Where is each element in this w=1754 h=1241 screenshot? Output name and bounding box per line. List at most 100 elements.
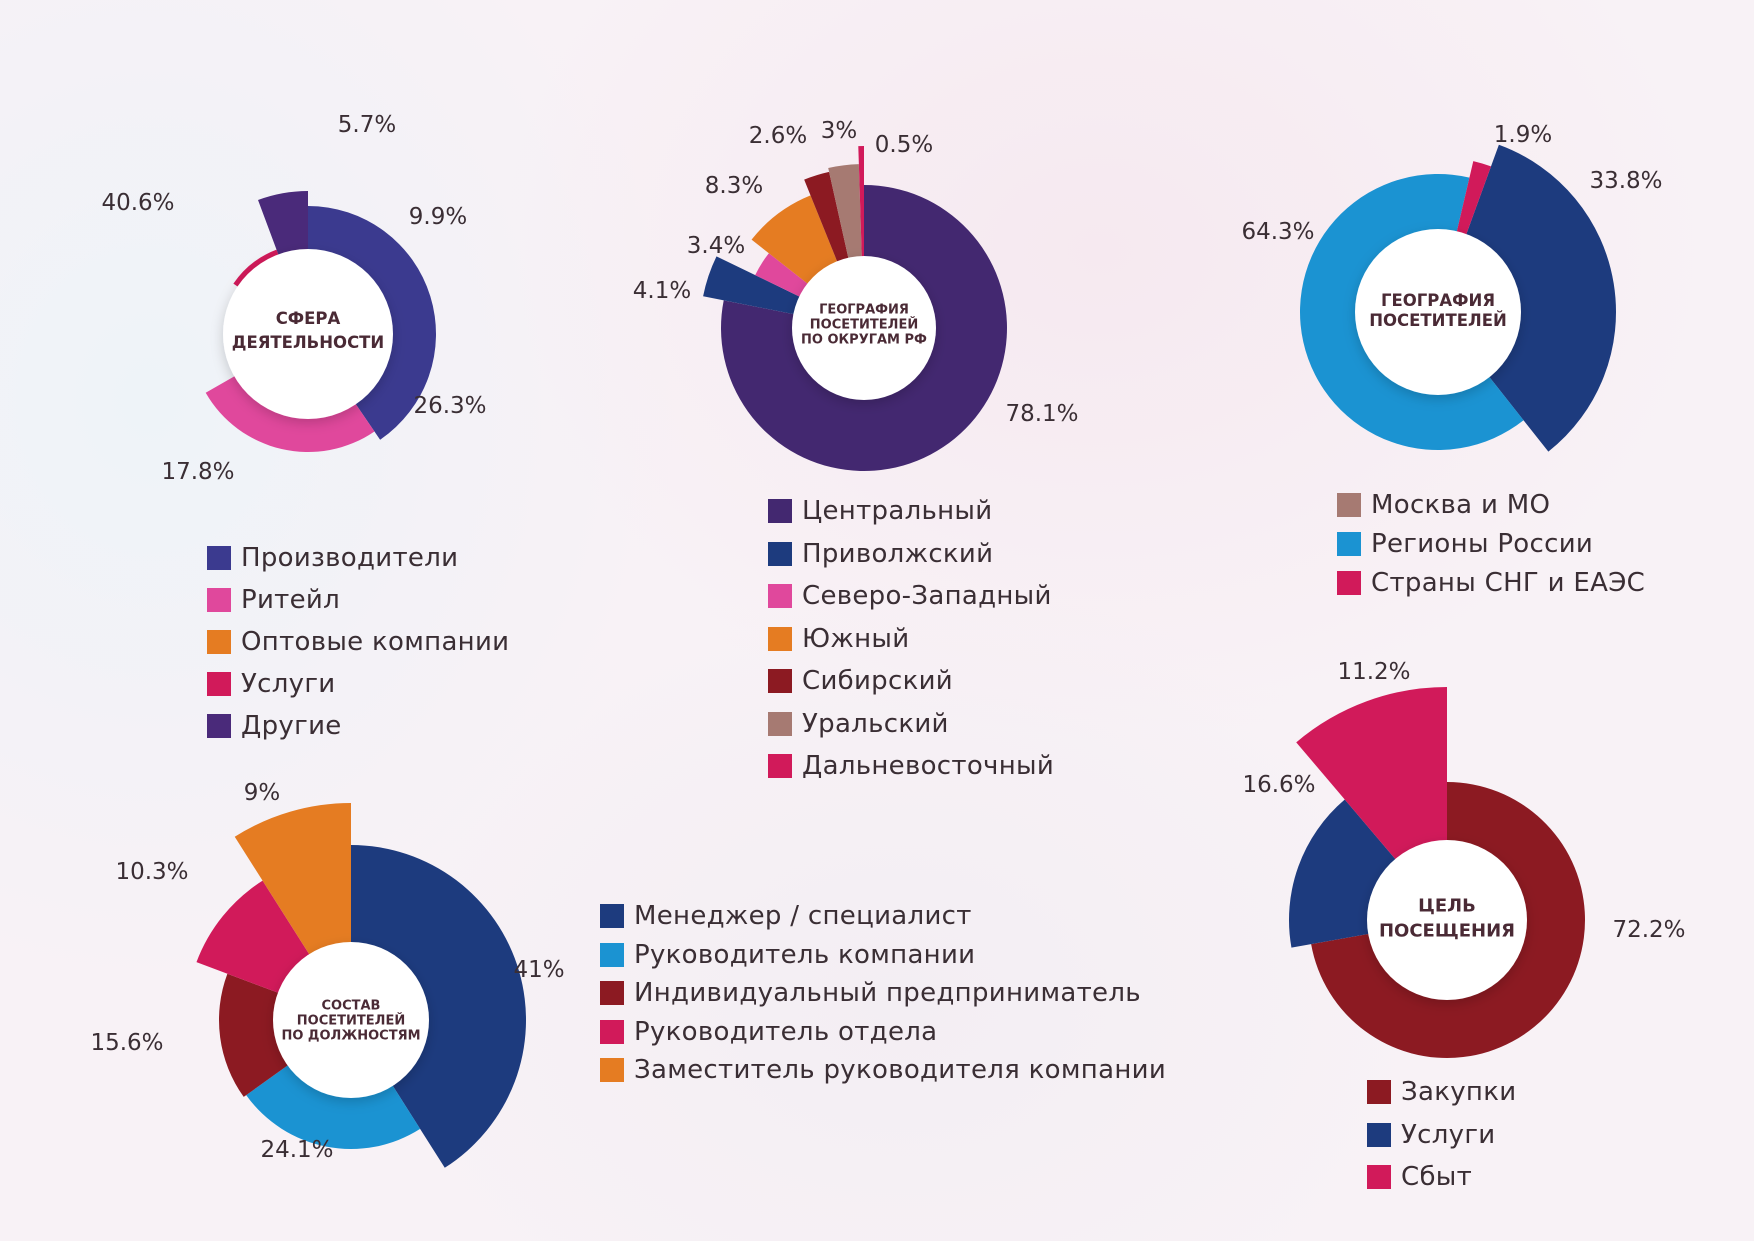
legend-label: Страны СНГ и ЕАЭС [1371,567,1646,598]
slice-2 [205,375,375,452]
slice-1 [351,845,527,1168]
chart-title-line: СОСТАВ [322,999,381,1014]
slice-2 [246,1064,421,1149]
legend-swatch [207,546,231,570]
center-disc [1367,840,1527,1000]
legend-item: Индивидуальный предприниматель [600,974,1166,1013]
slice-1 [1311,782,1585,1059]
legend-purpose: Закупки Услуги Сбыт [1367,1071,1516,1199]
slice-2 [1289,799,1397,948]
legend-swatch [768,499,792,524]
legend-swatch [207,714,231,738]
legend-swatch [768,754,792,779]
chart-title-line: ПОСЕТИТЕЛЕЙ [297,1013,405,1029]
chart-title-line: ГЕОГРАФИЯ [819,303,909,318]
chart-title-line: СФЕРА [276,309,341,328]
legend-label: Менеджер / специалист [634,901,972,932]
legend-label: Южный [802,623,910,654]
legend-item: Услуги [1367,1114,1516,1157]
legend-item: Менеджер / специалист [600,897,1166,936]
center-disc [1355,229,1521,395]
slice-4 [196,880,311,994]
legend-swatch [1367,1122,1391,1147]
slice-label: 4.1% [633,278,691,304]
legend-label: Северо-Западный [802,581,1052,612]
legend-swatch [600,942,624,967]
legend-item: Руководитель компании [600,936,1166,975]
legend-swatch [1337,570,1361,595]
legend-item: Страны СНГ и ЕАЭС [1337,563,1645,602]
slice-label: 11.2% [1337,659,1410,685]
legend-positions: Менеджер / специалист Руководитель компан… [600,897,1166,1090]
slice-label: 41% [513,957,564,983]
slice-label: 8.3% [705,173,763,199]
legend-item: Сибирский [768,660,1054,703]
legend-swatch [768,584,792,609]
chart-title-line: ПОСЕЩЕНИЯ [1379,920,1515,941]
slice-label: 64.3% [1241,219,1314,245]
legend-label: Приволжский [802,538,994,569]
legend-item: Другие [207,705,509,747]
legend-label: Руководитель отдела [634,1016,938,1047]
legend-label: Центральный [802,496,993,527]
legend-swatch [768,669,792,694]
slice-label: 3% [821,118,858,144]
center-disc [273,942,429,1098]
center-disc [223,249,393,419]
legend-label: Дальневосточный [802,751,1055,782]
slice-label: 72.2% [1612,917,1685,943]
slice-label: 33.8% [1589,168,1662,194]
slice-label: 9.9% [409,204,467,230]
chart-title-line: ПО ОКРУГАМ РФ [801,333,927,348]
legend-label: Заместитель руководителя компании [634,1055,1167,1086]
slice-label: 0.5% [875,132,933,158]
legend-label: Закупки [1401,1077,1517,1108]
legend-item: Закупки [1367,1071,1516,1114]
legend-swatch [768,541,792,566]
chart-title-line: ГЕОГРАФИЯ [1381,291,1495,310]
slice-5 [258,191,308,257]
slice-3 [1296,687,1447,861]
slice-3 [755,253,809,298]
legend-label: Другие [241,711,342,741]
slice-label: 2.6% [749,123,807,149]
legend-item: Южный [768,618,1054,661]
slice-3 [219,973,290,1097]
legend-label: Производители [241,543,459,573]
slice-1 [308,206,436,440]
legend-label: Сбыт [1401,1162,1473,1193]
legend-geography: Москва и МО Регионы России Страны СНГ и ЕА… [1337,485,1645,602]
legend-label: Индивидуальный предприниматель [634,978,1141,1009]
legend-swatch [600,1019,624,1044]
chart-purpose: ЦЕЛЬ ПОСЕЩЕНИЯ 72.2% 16.6% 11.2% [1242,659,1686,1059]
legend-item: Заместитель руководителя компании [600,1051,1166,1090]
slice-label: 26.3% [413,393,486,419]
chart-title-line: ПО ДОЛЖНОСТЯМ [281,1029,420,1044]
slice-label: 24.1% [260,1137,333,1163]
legend-label: Сибирский [802,666,953,697]
legend-item: Производители [207,537,509,579]
legend-swatch [207,588,231,612]
legend-swatch [600,1058,624,1083]
legend-item: Приволжский [768,533,1054,576]
legend-swatch [768,626,792,651]
legend-districts: Центральный Приволжский Северо-Западный Южн… [768,490,1054,788]
legend-label: Ритейл [241,585,341,615]
legend-item: Москва и МО [1337,485,1645,524]
legend-swatch [1367,1165,1391,1190]
chart-title-line: ЦЕЛЬ [1418,895,1476,916]
slice-7 [858,146,864,259]
slice-label: 78.1% [1005,401,1078,427]
chart-title-line: ПОСЕТИТЕЛЕЙ [810,317,918,333]
chart-title-line: ПОСЕТИТЕЛЕЙ [1369,311,1507,330]
legend-swatch [207,630,231,654]
slice-label: 40.6% [101,190,174,216]
legend-swatch [768,711,792,736]
legend-item: Центральный [768,490,1054,533]
legend-swatch [600,981,624,1006]
slice-label: 17.8% [161,459,234,485]
slice-label: 1.9% [1494,122,1552,148]
